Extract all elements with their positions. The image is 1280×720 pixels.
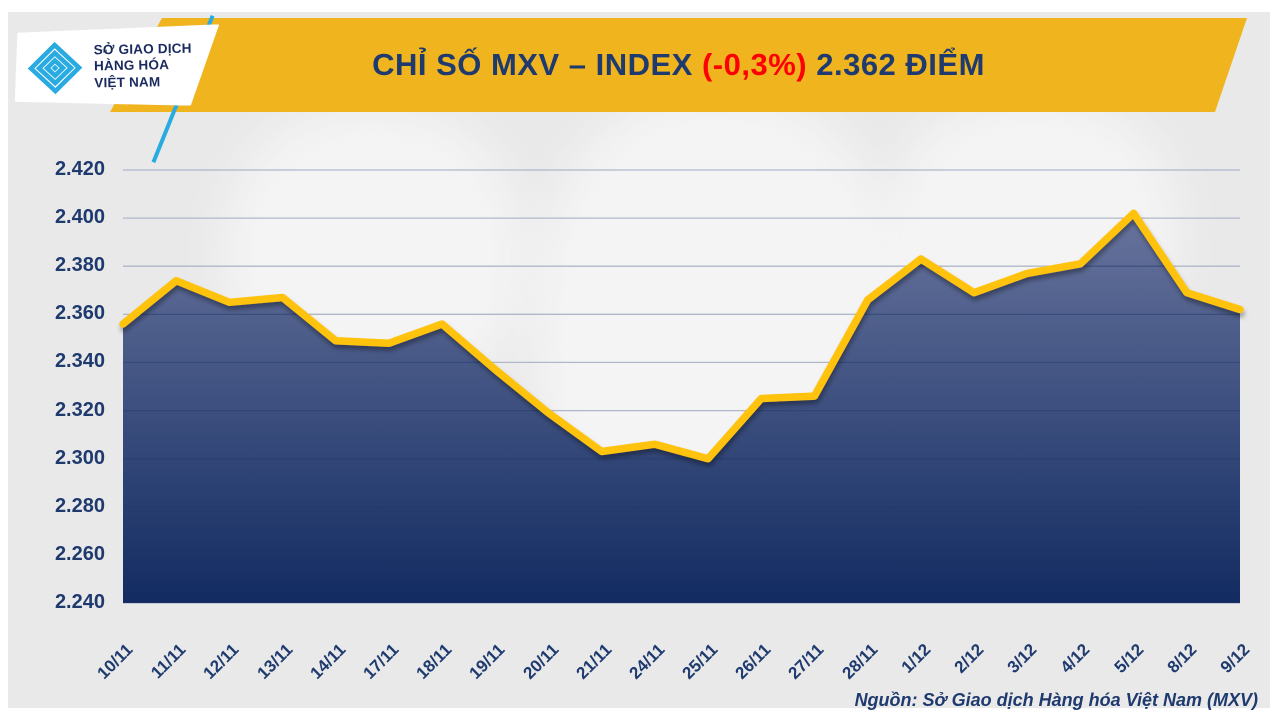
logo-line-2: HÀNG HÓA	[93, 57, 170, 74]
y-axis-tick-label: 2.280	[54, 494, 105, 517]
logo-line-3: VIỆT NAM	[94, 73, 161, 91]
trademark-symbol: ™	[99, 48, 108, 58]
index-line-series	[119, 209, 1244, 463]
title-banner: CHỈ SỐ MXV – INDEX (-0,3%) 2.362 ĐIỂM	[110, 18, 1247, 112]
page-title: CHỈ SỐ MXV – INDEX (-0,3%) 2.362 ĐIỂM	[372, 47, 985, 83]
y-axis-tick-label: 2.380	[54, 254, 105, 277]
y-axis-tick-label: 2.340	[54, 350, 105, 373]
y-axis-tick-label: 2.300	[54, 446, 105, 469]
title-change-percent: (-0,3%)	[701, 47, 808, 82]
y-axis-tick-label: 2.260	[54, 542, 105, 565]
mxv-logo-text: SỞ GIAO DỊCH HÀNG HÓA VIỆT NAM	[94, 40, 193, 91]
source-note: Nguồn: Sở Giao dịch Hàng hóa Việt Nam (M…	[854, 690, 1258, 710]
title-main: CHỈ SỐ MXV – INDEX	[372, 47, 702, 82]
y-axis-tick-label: 2.420	[54, 158, 105, 180]
y-axis-tick-label: 2.240	[54, 591, 105, 613]
title-index-value: 2.362 ĐIỂM	[807, 47, 985, 82]
mxv-chevron-logo-icon	[24, 38, 87, 97]
y-axis-tick-label: 2.320	[54, 398, 105, 421]
mxv-logo-card: SỞ GIAO DỊCH HÀNG HÓA VIỆT NAM ™	[13, 24, 220, 109]
index-area-fill	[123, 213, 1240, 604]
y-axis-tick-label: 2.360	[54, 302, 105, 325]
logo-line-1: SỞ GIAO DỊCH	[93, 40, 192, 58]
y-axis-tick-label: 2.400	[54, 206, 105, 229]
